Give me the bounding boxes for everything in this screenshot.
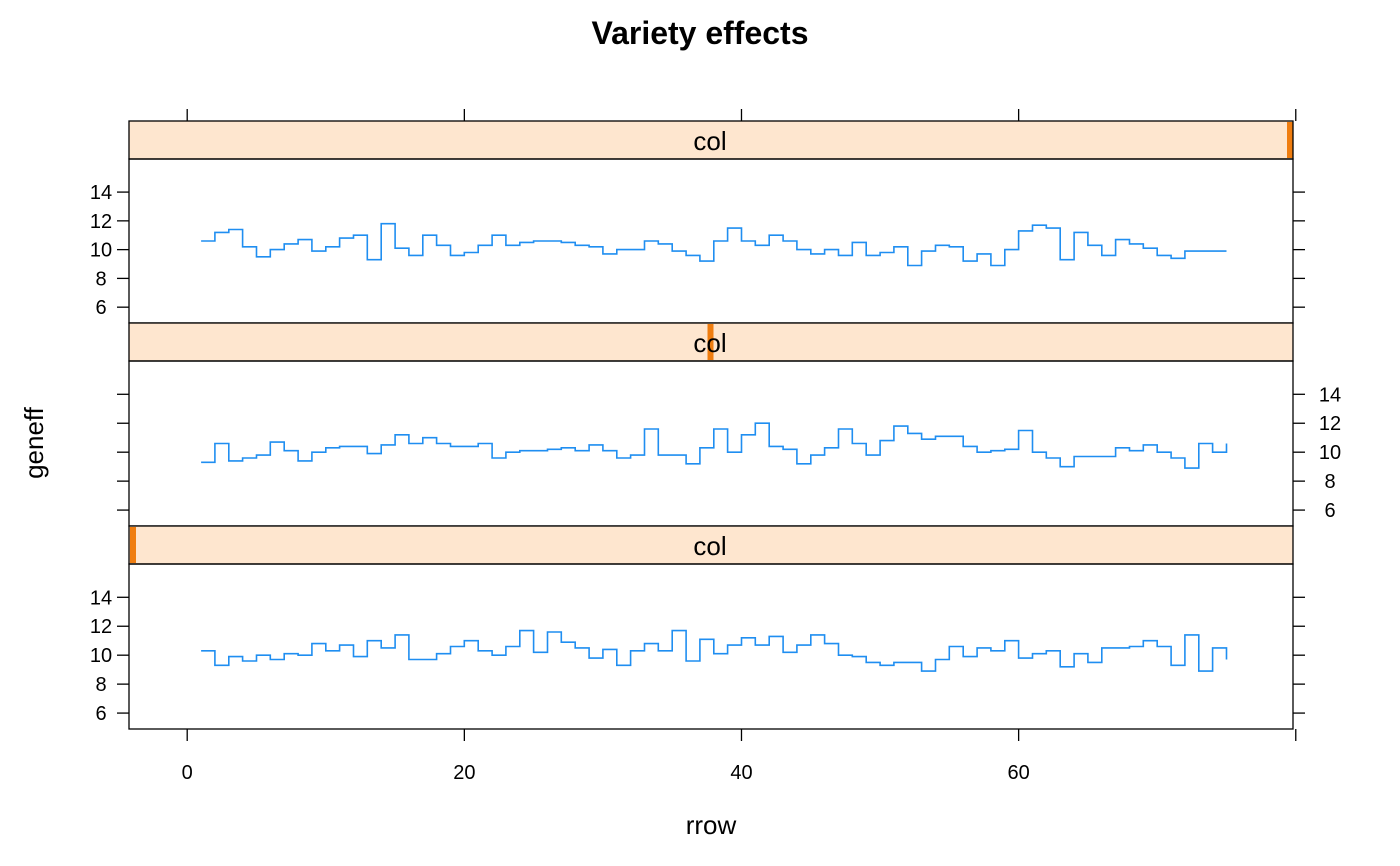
panel-3: col 6 8 10 12 14 bbox=[90, 525, 1305, 730]
strip-label: col bbox=[693, 328, 726, 358]
y-tick-label: 10 bbox=[1319, 442, 1341, 464]
series-step-line bbox=[201, 222, 1227, 267]
y-tick-label: 6 bbox=[95, 297, 106, 319]
strip-label: col bbox=[693, 531, 726, 561]
series-step-line bbox=[201, 422, 1228, 469]
y-tick-label: 6 bbox=[95, 703, 106, 725]
panels-group: col 6 8 10 12 14 col 6 8 10 12 14 col 6 8 10 12 14 0 20 40 60 bbox=[90, 109, 1341, 784]
strip-level-indicator bbox=[1287, 122, 1293, 158]
y-tick-label: 6 bbox=[1324, 500, 1335, 522]
chart-title: Variety effects bbox=[591, 15, 808, 51]
strip-background bbox=[129, 121, 1293, 159]
x-tick-label: 40 bbox=[730, 762, 752, 784]
strip-level-indicator bbox=[130, 527, 136, 563]
panel-border bbox=[128, 360, 1294, 527]
x-tick-label: 20 bbox=[453, 762, 475, 784]
y-tick-label: 12 bbox=[1319, 413, 1341, 435]
y-tick-label: 10 bbox=[90, 645, 112, 667]
y-tick-label: 8 bbox=[1324, 471, 1335, 493]
x-tick-label: 60 bbox=[1008, 762, 1030, 784]
y-tick-label: 8 bbox=[95, 268, 106, 290]
panel-1: col 6 8 10 12 14 bbox=[90, 120, 1305, 324]
series-step-line bbox=[201, 629, 1228, 672]
panel-border bbox=[128, 563, 1294, 730]
y-tick-label: 14 bbox=[90, 587, 112, 609]
panel-2: col 6 8 10 12 14 bbox=[117, 322, 1341, 527]
strip-background bbox=[129, 526, 1293, 564]
y-tick-label: 8 bbox=[95, 674, 106, 696]
y-axis-label: geneff bbox=[19, 406, 49, 479]
x-axis-label: rrow bbox=[686, 810, 737, 840]
x-tick-label: 0 bbox=[182, 762, 193, 784]
strip-label: col bbox=[693, 126, 726, 156]
y-tick-label: 14 bbox=[1319, 384, 1341, 406]
y-tick-label: 12 bbox=[90, 211, 112, 233]
y-tick-label: 14 bbox=[90, 182, 112, 204]
y-tick-label: 12 bbox=[90, 616, 112, 638]
y-tick-label: 10 bbox=[90, 240, 112, 262]
strip-level-indicator bbox=[707, 324, 714, 360]
panel-border bbox=[128, 158, 1294, 324]
